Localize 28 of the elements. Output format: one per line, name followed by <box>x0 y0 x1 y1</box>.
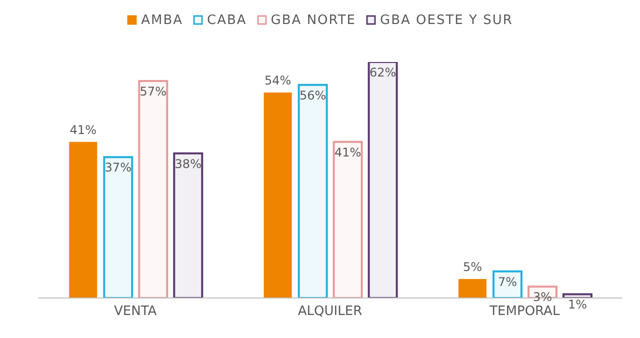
legend-label: AMBA <box>141 12 183 28</box>
data-label: 38% <box>174 156 202 171</box>
legend-label: GBA NORTE <box>270 12 356 28</box>
bar <box>368 62 398 298</box>
x-tick-label: VENTA <box>114 304 157 320</box>
bar <box>264 92 292 298</box>
bar <box>173 152 204 298</box>
data-label: 56% <box>299 88 326 102</box>
data-label: 1% <box>568 298 588 312</box>
data-label: 57% <box>140 84 166 99</box>
bar <box>103 156 134 298</box>
x-tick-label: TEMPORAL <box>488 304 560 320</box>
data-label: 41% <box>70 122 96 137</box>
data-label: 41% <box>334 145 362 160</box>
bar <box>138 80 168 298</box>
legend-label: GBA OESTE Y SUR <box>380 12 513 28</box>
x-tick-label: ALQUILER <box>298 304 362 320</box>
data-label: 62% <box>369 66 396 80</box>
legend-label: CABA <box>207 12 247 28</box>
bar <box>69 142 98 298</box>
bar <box>332 140 363 298</box>
bar <box>298 84 328 298</box>
data-label: 37% <box>104 160 132 175</box>
data-label: 5% <box>462 260 482 274</box>
bar <box>562 293 592 298</box>
bar <box>458 278 486 298</box>
data-label: 54% <box>264 73 292 88</box>
data-label: 7% <box>498 274 518 289</box>
